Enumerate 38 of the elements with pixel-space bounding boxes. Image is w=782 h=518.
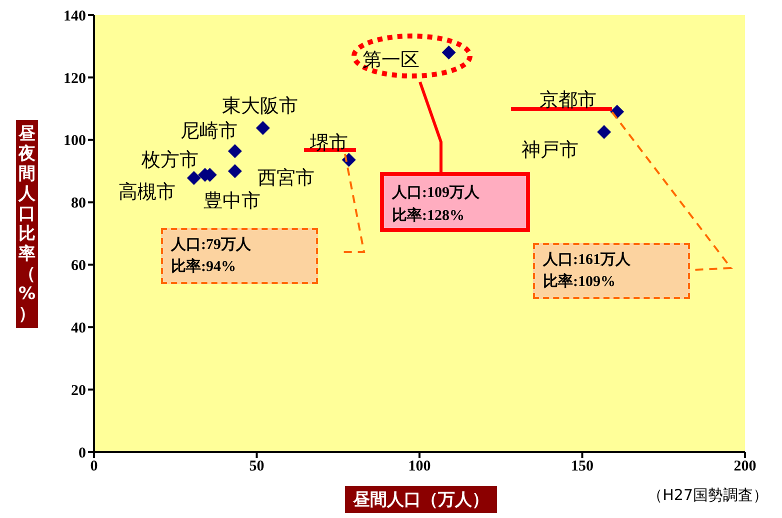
y-tick-label: 140: [64, 8, 86, 24]
annotation: 東大阪市: [220, 94, 299, 118]
annotation: 枚方市: [140, 148, 200, 172]
annotation: 高槻市: [118, 180, 176, 203]
annotation: 人口:109万人: [392, 184, 480, 203]
text: 昼夜間人口比率（%）: [18, 124, 36, 324]
point: [256, 120, 270, 135]
y-tick-label: 80: [71, 196, 86, 212]
y-tick-label: 100: [64, 133, 86, 150]
point: [597, 125, 612, 140]
annotation: 比率:128%: [392, 206, 464, 226]
annotation: 西宮市: [256, 166, 316, 190]
y-tick-label: 40: [71, 320, 86, 336]
annotation: 人口:79万人: [171, 236, 251, 255]
annotation: 比率:109%: [543, 272, 616, 292]
x-tick-label: 200: [734, 458, 756, 475]
text: （H27国勢調査）: [648, 486, 768, 505]
x-tick-label: 50: [249, 458, 264, 475]
point: [442, 45, 456, 60]
point: [228, 144, 242, 158]
annotation: 第一区: [361, 48, 420, 72]
y-tick-label: 0: [78, 445, 86, 462]
annotation: 豊中市: [203, 190, 260, 212]
annotation: 尼崎市: [179, 119, 238, 144]
x-tick-label: 100: [408, 458, 431, 475]
x-tick-label: 0: [90, 458, 98, 475]
annotation: 京都市: [538, 88, 598, 112]
annotation: 神戸市: [520, 138, 580, 162]
y-tick-label: 120: [64, 70, 86, 87]
y-tick-label: 60: [71, 258, 86, 274]
point: [228, 164, 242, 178]
annotation: 比率:94%: [171, 257, 236, 277]
y-tick-label: 20: [71, 382, 86, 399]
x-tick-label: 150: [571, 458, 594, 475]
annotation: 人口:161万人: [543, 250, 630, 270]
annotation: 堺市: [308, 130, 349, 155]
point: [186, 170, 201, 185]
x-axis-title: 昼間人口（万人）: [345, 486, 497, 513]
